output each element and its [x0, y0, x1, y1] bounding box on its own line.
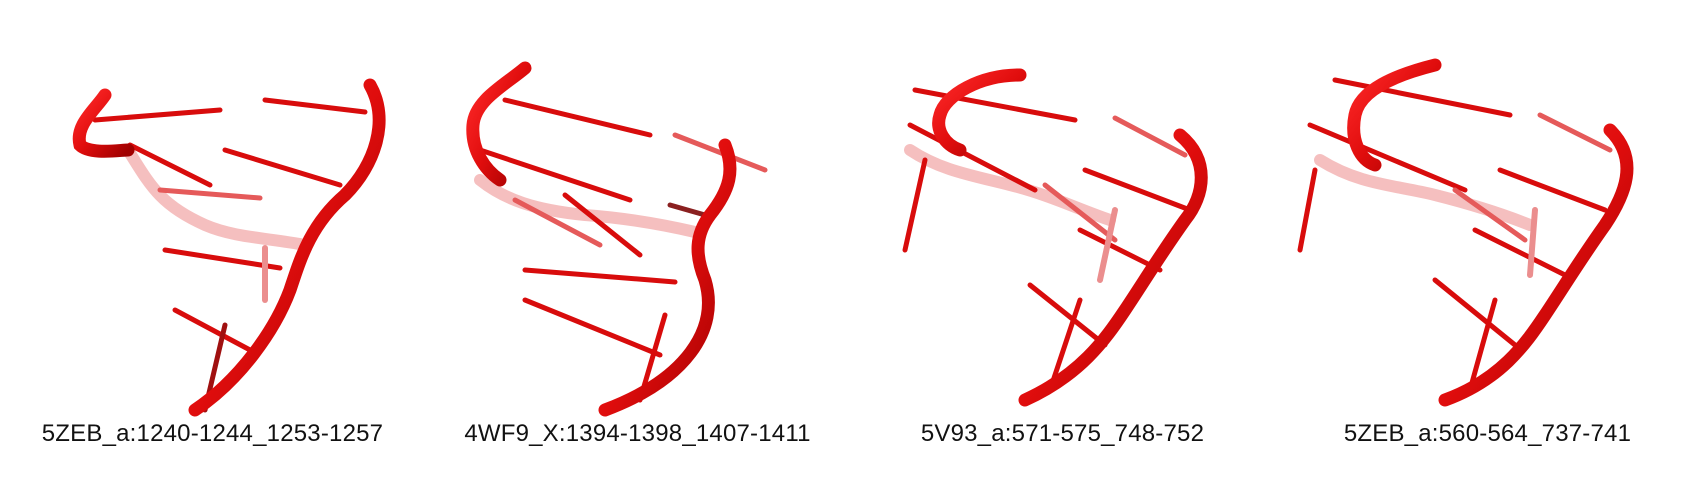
rna-structure-render-2: [466, 61, 768, 417]
panel-caption-3: 5V93_a:571-575_748-752: [920, 420, 1205, 447]
rna-structure-render-1: [72, 78, 386, 417]
structure-panel-3: 5V93_a:571-575_748-752: [850, 0, 1275, 480]
rna-structure-render-3: [902, 68, 1208, 407]
panel-caption-2: 4WF9_X:1394-1398_1407-1411: [464, 420, 811, 447]
structure-panel-1: 5ZEB_a:1240-1244_1253-1257: [0, 0, 425, 480]
rna-structure-render-4: [1297, 58, 1634, 407]
structure-panel-2: 4WF9_X:1394-1398_1407-1411: [425, 0, 850, 480]
panel-caption-1: 5ZEB_a:1240-1244_1253-1257: [41, 420, 384, 447]
panel-caption-4: 5ZEB_a:560-564_737-741: [1343, 420, 1632, 447]
structure-panel-4: 5ZEB_a:560-564_737-741: [1275, 0, 1700, 480]
